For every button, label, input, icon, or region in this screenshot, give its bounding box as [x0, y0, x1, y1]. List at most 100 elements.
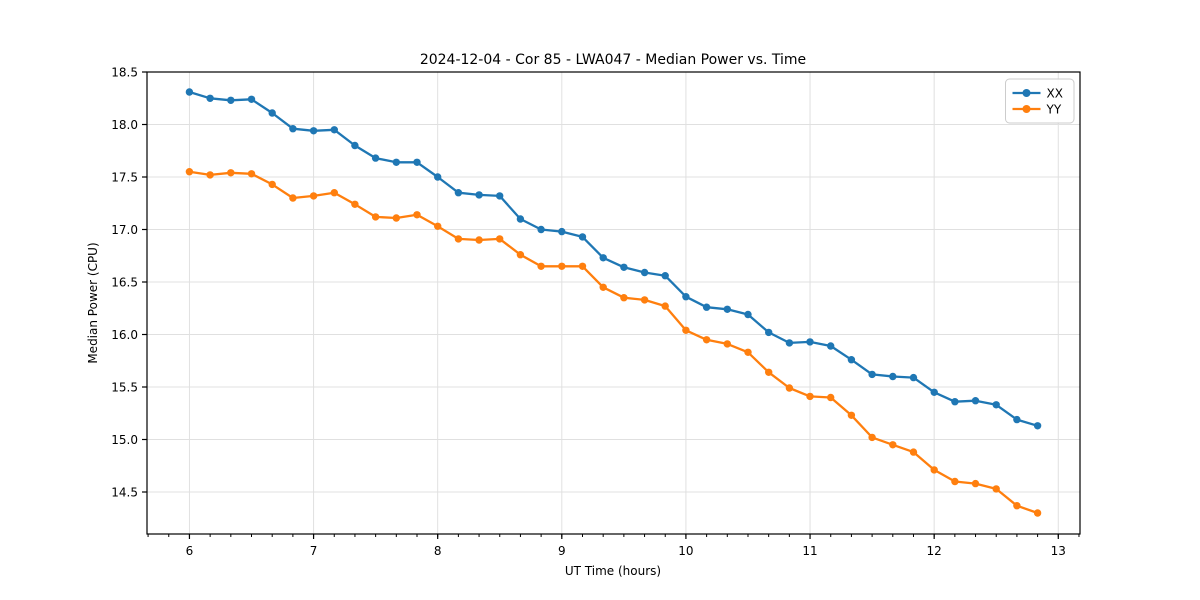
data-point-marker [765, 368, 773, 376]
gridlines [147, 71, 1080, 534]
data-point-marker [413, 211, 421, 219]
data-point-marker [930, 388, 938, 396]
data-point-marker [537, 262, 545, 270]
y-tick-label: 17.5 [111, 171, 138, 185]
data-point-marker [889, 441, 897, 449]
x-tick-label: 8 [434, 544, 442, 558]
data-point-marker [247, 95, 256, 104]
data-point-marker [496, 192, 504, 200]
y-tick-label: 15.5 [111, 381, 138, 395]
data-point-marker [620, 294, 628, 302]
data-point-marker [496, 235, 504, 243]
data-point-marker [723, 340, 731, 348]
data-point-marker [537, 225, 545, 234]
x-tick-label: 12 [927, 544, 942, 558]
data-point-marker [889, 372, 897, 381]
legend-entry-YY: YY [1012, 103, 1062, 117]
data-point-marker [268, 180, 276, 189]
legend-label-YY: YY [1046, 103, 1062, 117]
x-tick-label: 10 [678, 544, 693, 558]
data-point-marker [930, 466, 938, 474]
data-point-marker [185, 168, 194, 176]
data-point-marker [1033, 509, 1042, 517]
chart-title: 2024-12-04 - Cor 85 - LWA047 - Median Po… [420, 52, 806, 68]
data-point-marker [371, 154, 380, 162]
data-point-marker [330, 126, 338, 134]
data-point-marker [599, 283, 607, 291]
legend-entry-XX: XX [1012, 87, 1063, 101]
data-point-marker [289, 194, 297, 202]
x-tick-label: 13 [1051, 544, 1066, 558]
data-point-marker [351, 200, 359, 208]
data-point-marker [702, 336, 711, 344]
legend: XX YY [1005, 78, 1075, 124]
data-point-marker [558, 262, 566, 270]
y-tick-label: 17.0 [111, 223, 138, 237]
y-tick-label: 18.0 [111, 118, 138, 132]
data-point-marker [330, 189, 338, 197]
data-point-marker [744, 310, 752, 319]
data-point-marker [806, 338, 814, 346]
data-point-marker [785, 339, 794, 347]
data-point-marker [806, 392, 814, 401]
data-point-marker [992, 401, 1000, 409]
data-point-marker [723, 305, 731, 313]
data-point-marker [558, 227, 566, 236]
series-XX [185, 88, 1042, 430]
data-point-marker [516, 215, 525, 223]
data-point-marker [578, 262, 587, 270]
data-point-marker [289, 125, 297, 133]
data-point-marker [827, 393, 835, 402]
series-line-YY [188, 170, 1039, 515]
tick-labels: 6 7 8 9 10 11 12 13 14.5 15.0 15.5 16.0 16.5 17.0 17.5… [111, 66, 1066, 559]
data-series [185, 88, 1042, 517]
data-point-marker [682, 293, 690, 301]
data-point-marker [475, 191, 483, 199]
data-point-marker [392, 158, 400, 166]
data-point-marker [206, 171, 214, 179]
data-point-marker [827, 342, 835, 350]
data-point-marker [1013, 502, 1021, 510]
data-point-marker [227, 169, 235, 177]
legend-marker-sample [1022, 89, 1031, 97]
axis-ticks [142, 71, 1080, 539]
x-axis-label: UT Time (hours) [565, 564, 661, 578]
data-point-marker [992, 485, 1000, 493]
x-tick-label: 11 [802, 544, 817, 558]
data-point-marker [868, 433, 876, 442]
data-point-marker [268, 109, 276, 117]
data-point-marker [744, 348, 752, 356]
data-point-marker [434, 173, 442, 181]
data-point-marker [413, 158, 421, 166]
data-point-marker [578, 233, 587, 241]
legend-label-XX: XX [1047, 87, 1063, 101]
data-point-marker [682, 326, 690, 334]
data-point-marker [640, 296, 649, 304]
data-point-marker [227, 96, 235, 105]
y-tick-label: 16.0 [111, 328, 138, 342]
data-point-marker [454, 235, 463, 243]
data-point-marker [909, 373, 918, 382]
data-point-marker [971, 479, 980, 488]
data-point-marker [620, 263, 628, 271]
data-point-marker [475, 236, 483, 244]
data-point-marker [351, 141, 359, 150]
x-tick-label: 6 [186, 544, 194, 558]
y-tick-label: 14.5 [111, 486, 138, 500]
legend-frame [1005, 78, 1075, 124]
data-point-marker [640, 268, 649, 277]
x-tick-label: 9 [558, 544, 566, 558]
data-point-marker [247, 170, 256, 178]
data-point-marker [847, 411, 856, 419]
data-point-marker [454, 189, 463, 197]
data-point-marker [909, 448, 918, 456]
data-point-marker [309, 192, 318, 200]
data-point-marker [206, 94, 214, 103]
data-point-marker [392, 214, 400, 222]
data-point-marker [371, 213, 380, 221]
x-tick-label: 7 [310, 544, 318, 558]
data-point-marker [951, 398, 959, 406]
y-tick-label: 18.5 [111, 66, 138, 80]
